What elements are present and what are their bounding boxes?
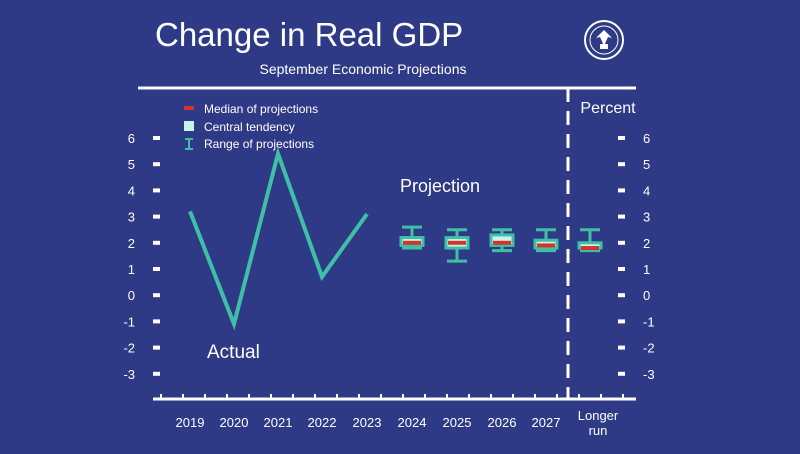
x-minor-tick — [402, 394, 404, 399]
x-minor-tick — [534, 394, 536, 399]
x-minor-tick — [600, 394, 602, 399]
x-minor-tick — [380, 394, 382, 399]
y-tick-label-left: 0 — [128, 288, 135, 303]
y-tick-left — [153, 241, 160, 245]
y-tick-right — [618, 346, 625, 350]
x-minor-tick — [424, 394, 426, 399]
y-tick-left — [153, 215, 160, 219]
x-tick-label: 2026 — [488, 415, 517, 430]
y-tick-right — [618, 241, 625, 245]
x-minor-tick — [160, 394, 162, 399]
x-minor-tick — [226, 394, 228, 399]
x-minor-tick — [336, 394, 338, 399]
y-tick-label-left: 3 — [128, 210, 135, 225]
y-tick-label-right: 3 — [643, 210, 650, 225]
y-tick-label-left: 5 — [128, 157, 135, 172]
legend-central-swatch — [184, 121, 194, 131]
x-minor-tick — [270, 394, 272, 399]
y-tick-left — [153, 136, 160, 140]
x-tick-label: Longer — [578, 408, 619, 423]
x-minor-tick — [358, 394, 360, 399]
x-tick-label: 2021 — [264, 415, 293, 430]
x-tick-label: 2027 — [532, 415, 561, 430]
y-tick-right — [618, 136, 625, 140]
median-marker — [581, 246, 599, 250]
median-marker — [537, 243, 555, 247]
chart-title: Change in Real GDP — [155, 16, 463, 53]
x-minor-tick — [182, 394, 184, 399]
y-tick-right — [618, 293, 625, 297]
median-marker — [493, 241, 511, 245]
x-minor-tick — [292, 394, 294, 399]
x-minor-tick — [490, 394, 492, 399]
actual-series-line — [190, 154, 367, 324]
x-minor-tick — [446, 394, 448, 399]
y-tick-label-left: -3 — [123, 367, 135, 382]
legend: Median of projections Central tendency R… — [184, 102, 318, 151]
median-marker — [403, 241, 421, 245]
x-minor-tick — [578, 394, 580, 399]
legend-central-label: Central tendency — [204, 120, 295, 134]
x-tick-label: run — [589, 423, 608, 438]
y-tick-left — [153, 372, 160, 376]
projection-longer-run — [579, 230, 601, 251]
y-tick-label-left: 2 — [128, 236, 135, 251]
y-tick-label-left: -1 — [123, 314, 135, 329]
y-tick-label-left: 1 — [128, 262, 135, 277]
y-tick-label-right: 0 — [643, 288, 650, 303]
y-tick-label-left: 6 — [128, 131, 135, 146]
x-tick-label: 2023 — [353, 415, 382, 430]
y-tick-label-right: 1 — [643, 262, 650, 277]
federal-reserve-seal-icon — [585, 21, 623, 59]
y-tick-left — [153, 162, 160, 166]
actual-annotation: Actual — [207, 342, 260, 363]
x-tick-label: 2019 — [176, 415, 205, 430]
x-tick-label: 2025 — [443, 415, 472, 430]
y-tick-label-right: -2 — [643, 341, 655, 356]
y-tick-label-right: 5 — [643, 157, 650, 172]
y-tick-label-left: -2 — [123, 341, 135, 356]
y-tick-right — [618, 215, 625, 219]
projection-2024 — [401, 227, 423, 248]
y-tick-label-left: 4 — [128, 183, 135, 198]
x-minor-tick — [468, 394, 470, 399]
y-tick-left — [153, 267, 160, 271]
x-minor-tick — [248, 394, 250, 399]
legend-range-swatch — [185, 139, 193, 149]
projection-annotation: Projection — [400, 176, 480, 196]
x-minor-tick — [204, 394, 206, 399]
x-minor-tick — [556, 394, 558, 399]
projection-2026 — [491, 230, 513, 251]
x-minor-tick — [622, 394, 624, 399]
projection-2025 — [446, 230, 468, 261]
y-tick-right — [618, 372, 625, 376]
x-tick-label: 2022 — [308, 415, 337, 430]
y-tick-label-right: 4 — [643, 183, 650, 198]
y-tick-label-right: -1 — [643, 314, 655, 329]
projection-2027 — [535, 230, 557, 251]
y-tick-right — [618, 267, 625, 271]
chart-subtitle: September Economic Projections — [260, 61, 467, 77]
y-tick-label-right: -3 — [643, 367, 655, 382]
x-tick-label: 2024 — [398, 415, 427, 430]
y-tick-right — [618, 319, 625, 323]
y-tick-label-right: 2 — [643, 236, 650, 251]
median-marker — [448, 241, 466, 245]
x-minor-tick — [314, 394, 316, 399]
x-minor-tick — [512, 394, 514, 399]
y-tick-left — [153, 188, 160, 192]
y-tick-left — [153, 293, 160, 297]
y-axis-label: Percent — [580, 100, 636, 117]
x-tick-label: 2020 — [220, 415, 249, 430]
y-tick-right — [618, 188, 625, 192]
legend-median-swatch — [184, 106, 194, 110]
y-tick-left — [153, 346, 160, 350]
legend-median-label: Median of projections — [204, 102, 318, 116]
legend-range-label: Range of projections — [204, 137, 314, 151]
y-tick-label-right: 6 — [643, 131, 650, 146]
y-tick-right — [618, 162, 625, 166]
y-tick-left — [153, 319, 160, 323]
